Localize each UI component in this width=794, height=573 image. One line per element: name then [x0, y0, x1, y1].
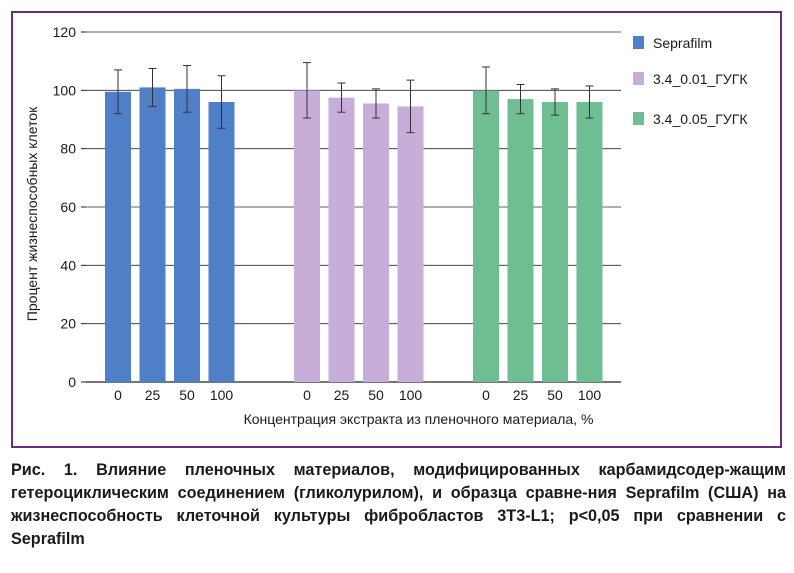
figure-caption: Рис. 1. Влияние пленочных материалов, мо… — [11, 461, 786, 548]
bar — [208, 102, 235, 382]
x-axis-title: Концентрация экстракта из пленочного мат… — [244, 411, 594, 427]
bar — [542, 102, 568, 382]
y-axis-title: Процент жизнеспособных клеток — [24, 106, 40, 321]
bar — [576, 102, 603, 382]
x-tick-label: 100 — [399, 387, 423, 403]
legend-label: Seprafilm — [653, 35, 712, 51]
y-tick-label: 100 — [53, 82, 77, 98]
chart-frame: 0 20 40 60 80 100 120 0 25 50 100 0 25 50 100 0 25 50 100 К… — [11, 11, 782, 448]
legend-swatch — [633, 36, 644, 49]
bar — [363, 103, 389, 382]
x-tick-label: 0 — [303, 387, 311, 403]
legend-swatch — [633, 112, 644, 125]
x-tick-label: 0 — [114, 387, 122, 403]
y-tick-label: 80 — [60, 141, 76, 157]
bar — [507, 99, 534, 382]
y-tick-label: 20 — [60, 316, 76, 332]
legend-swatch — [633, 72, 644, 85]
x-tick-label: 25 — [513, 387, 529, 403]
x-tick-label: 25 — [145, 387, 161, 403]
bar — [139, 87, 166, 383]
x-tick-label: 50 — [547, 387, 563, 403]
bar — [473, 90, 499, 382]
x-tick-label: 0 — [482, 387, 490, 403]
legend-label: 3.4_0.01_ГУГК — [653, 71, 748, 87]
x-tick-label: 25 — [334, 387, 350, 403]
bar — [105, 91, 131, 383]
y-tick-label: 60 — [60, 199, 76, 215]
y-tick-label: 0 — [68, 374, 76, 390]
legend-label: 3.4_0.05_ГУГК — [653, 111, 748, 127]
bar — [328, 97, 355, 382]
bar — [174, 88, 200, 382]
bar — [397, 106, 424, 382]
x-tick-label: 100 — [210, 387, 234, 403]
bar — [294, 90, 320, 382]
x-tick-label: 50 — [368, 387, 384, 403]
y-tick-label: 120 — [53, 24, 77, 40]
bar-chart: 0 20 40 60 80 100 120 0 25 50 100 0 25 50 100 0 25 50 100 К… — [24, 24, 748, 427]
y-tick-label: 40 — [60, 257, 76, 273]
x-tick-label: 50 — [179, 387, 195, 403]
x-tick-label: 100 — [578, 387, 602, 403]
